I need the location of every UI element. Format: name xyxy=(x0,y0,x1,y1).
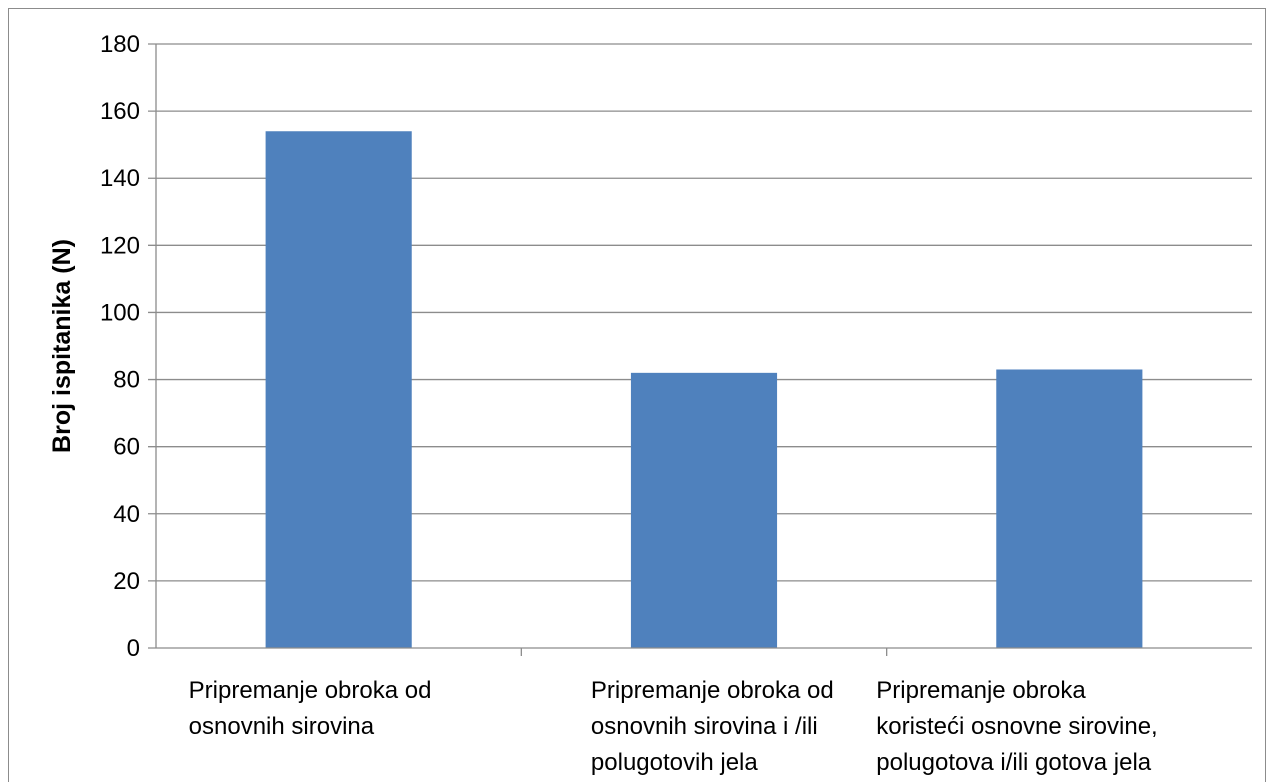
y-tick-label: 180 xyxy=(100,31,140,58)
y-tick-label: 140 xyxy=(100,165,140,192)
y-tick-label: 120 xyxy=(100,232,140,259)
bar xyxy=(265,131,412,648)
x-category-label: koristeći osnovne sirovine, xyxy=(876,713,1157,740)
bar xyxy=(996,369,1143,648)
y-tick-label: 80 xyxy=(113,367,140,394)
y-tick-label: 60 xyxy=(113,434,140,461)
x-category-label: polugotova i/ili gotova jela xyxy=(876,749,1152,776)
x-category-label: Pripremanje obroka od xyxy=(591,677,834,704)
y-tick-label: 40 xyxy=(113,501,140,528)
bar xyxy=(630,372,778,648)
x-category-label: polugotovih jela xyxy=(591,749,758,776)
y-tick-labels: 0 20 40 60 80 100 120 140 160 180 xyxy=(100,31,140,662)
x-category-label: osnovnih sirovina i /ili xyxy=(591,713,818,740)
axes xyxy=(148,44,1252,656)
x-category-label: Pripremanje obroka od xyxy=(189,677,432,704)
y-axis-title: Broj ispitanika (N) xyxy=(48,239,76,453)
x-category-label: osnovnih sirovina xyxy=(189,713,375,740)
category-labels: Pripremanje obroka od osnovnih sirovina Pr… xyxy=(189,677,1158,776)
bars xyxy=(265,131,1143,648)
y-tick-label: 20 xyxy=(113,568,140,595)
y-tick-label: 100 xyxy=(100,299,140,326)
y-tick-label: 0 xyxy=(127,635,140,662)
x-category-label: Pripremanje obroka xyxy=(876,677,1086,704)
y-tick-label: 160 xyxy=(100,98,140,125)
